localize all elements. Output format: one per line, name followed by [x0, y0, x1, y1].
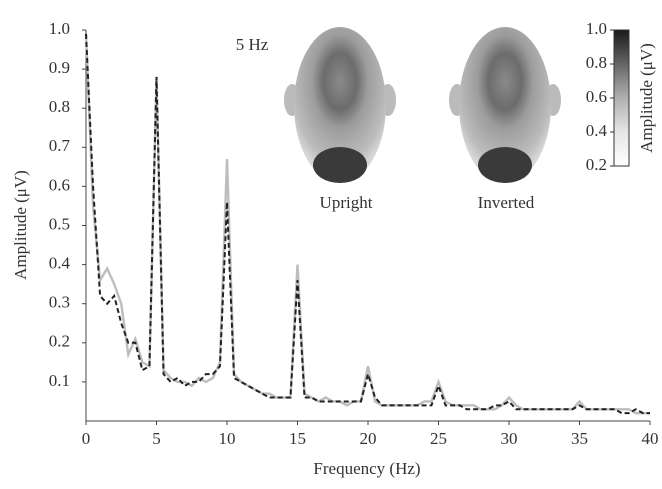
annotation: Upright — [320, 193, 373, 212]
x-tick-label: 20 — [360, 429, 377, 448]
x-tick-label: 30 — [501, 429, 518, 448]
y-tick-label: 1.0 — [49, 19, 70, 38]
y-tick-label: 0.6 — [49, 175, 70, 194]
y-tick-label: 0.7 — [49, 136, 71, 155]
x-tick-label: 10 — [219, 429, 236, 448]
y-tick-label: 0.1 — [49, 371, 70, 390]
x-tick-label: 5 — [152, 429, 161, 448]
y-tick-label: 0.9 — [49, 58, 70, 77]
y-tick-label: 0.4 — [49, 254, 71, 273]
x-tick-label: 0 — [82, 429, 91, 448]
annotation: Inverted — [478, 193, 535, 212]
y-tick-label: 0.2 — [49, 332, 70, 351]
line-series — [85, 33, 650, 415]
x-tick-label: 15 — [289, 429, 306, 448]
y-axis-label: Amplitude (μV) — [11, 170, 30, 280]
colorbar-tick-label: 1.0 — [586, 19, 607, 38]
head-upright — [284, 27, 396, 183]
annotation: 5 Hz — [236, 35, 269, 54]
head-inverted — [449, 27, 561, 183]
colorbar-tick-label: 0.4 — [586, 121, 608, 140]
y-tick-label: 0.3 — [49, 293, 70, 312]
x-tick-label: 40 — [642, 429, 659, 448]
colorbar-label: Amplitude (μV) — [637, 43, 656, 153]
colorbar-tick-label: 0.8 — [586, 53, 607, 72]
x-tick-label: 35 — [571, 429, 588, 448]
y-tick-label: 0.5 — [49, 214, 70, 233]
colorbar-tick-label: 0.2 — [586, 155, 607, 174]
y-tick-label: 0.8 — [49, 97, 70, 116]
colorbar-tick-label: 0.6 — [586, 87, 607, 106]
x-axis-label: Frequency (Hz) — [313, 459, 420, 478]
colorbar — [613, 29, 630, 167]
x-tick-label: 25 — [430, 429, 447, 448]
